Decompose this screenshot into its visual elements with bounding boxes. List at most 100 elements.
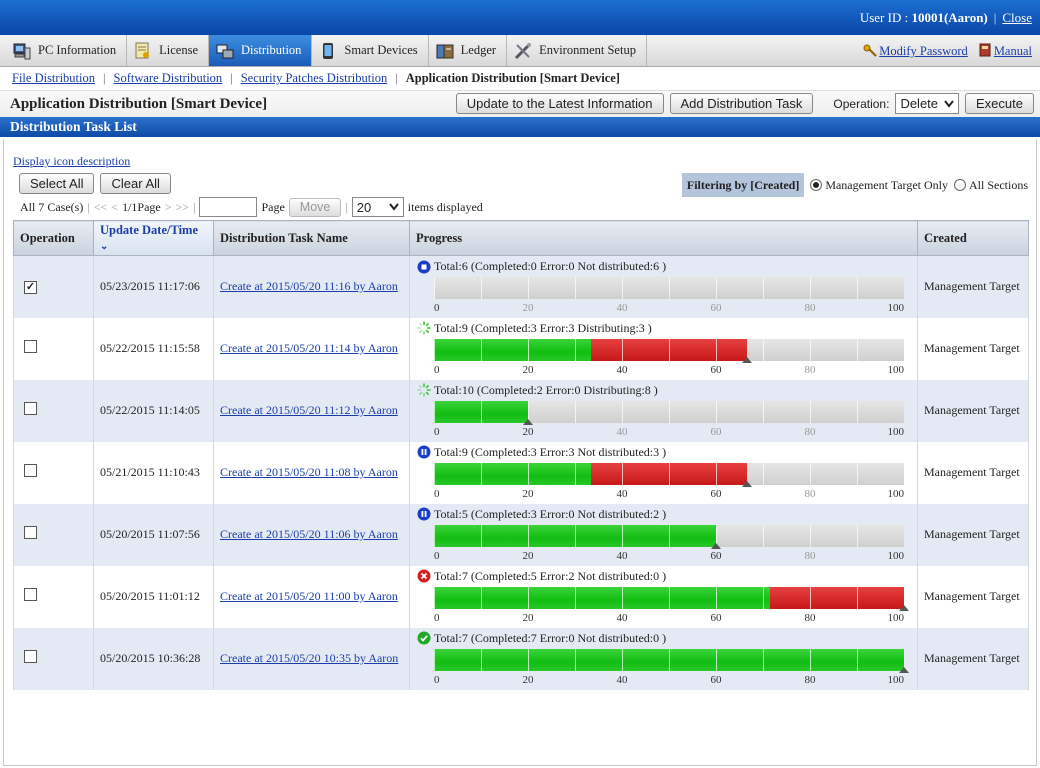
row-checkbox[interactable] xyxy=(24,526,37,539)
axis-tick-label: 60 xyxy=(710,549,722,562)
row-checkbox[interactable] xyxy=(24,340,37,353)
separator: | xyxy=(87,199,90,214)
progress-summary-text: Total:6 (Completed:0 Error:0 Not distrib… xyxy=(434,259,667,273)
col-operation: Operation xyxy=(13,220,94,256)
bar-grid-line xyxy=(716,648,717,671)
progress-summary: Total:9 (Completed:3 Error:3 Not distrib… xyxy=(417,445,666,460)
task-name-link[interactable]: Create at 2015/05/20 11:06 by Aaron xyxy=(220,527,398,541)
bar-grid-line xyxy=(575,338,576,361)
pc-icon xyxy=(12,41,32,61)
task-name-link[interactable]: Create at 2015/05/20 11:12 by Aaron xyxy=(220,403,398,417)
close-link[interactable]: Close xyxy=(1002,9,1032,25)
subnav-current: Application Distribution [Smart Device] xyxy=(405,71,620,85)
axis-tick-label: 20 xyxy=(522,425,534,438)
task-name-link[interactable]: Create at 2015/05/20 11:08 by Aaron xyxy=(220,465,398,479)
user-id-label: User ID : 10001(Aaron) xyxy=(859,9,988,25)
axis-tick-label: 100 xyxy=(887,425,905,438)
prev-page-link[interactable]: < xyxy=(111,199,119,214)
first-page-link[interactable]: << xyxy=(93,199,108,214)
axis-tick-label: 20 xyxy=(522,673,534,686)
axis-tick-label: 40 xyxy=(616,673,628,686)
tab-distribution[interactable]: Distribution xyxy=(209,35,313,66)
table-row: 05/22/2015 11:14:05 Create at 2015/05/20… xyxy=(13,379,1029,442)
table-row: 05/20/2015 11:01:12 Create at 2015/05/20… xyxy=(13,565,1029,628)
progress-error-segment xyxy=(590,338,747,361)
paused-status-icon xyxy=(417,445,431,459)
items-per-page-select[interactable]: 20 xyxy=(351,197,404,217)
subnav-security-patches-distribution[interactable]: Security Patches Distribution xyxy=(240,71,388,85)
cell-task-name: Create at 2015/05/20 11:14 by Aaron xyxy=(213,317,410,380)
subnav-software-distribution[interactable]: Software Distribution xyxy=(113,71,223,85)
task-name-link[interactable]: Create at 2015/05/20 11:14 by Aaron xyxy=(220,341,398,355)
progress-bar xyxy=(434,338,904,363)
add-distribution-task-button[interactable]: Add Distribution Task xyxy=(669,93,814,114)
axis-tick-label: 40 xyxy=(616,425,628,438)
icon-description-link[interactable]: Display icon description xyxy=(13,154,131,168)
cell-date: 05/22/2015 11:14:05 xyxy=(93,379,214,442)
bar-grid-line xyxy=(669,462,670,485)
row-checkbox[interactable] xyxy=(24,281,37,295)
cell-operation xyxy=(13,565,94,628)
row-checkbox[interactable] xyxy=(24,464,37,477)
update-latest-button[interactable]: Update to the Latest Information xyxy=(455,93,664,114)
tab-license[interactable]: License xyxy=(127,35,209,66)
axis-tick-label: 40 xyxy=(616,549,628,562)
modify-password-link[interactable]: Modify Password xyxy=(879,44,968,58)
task-list-panel: Display icon description Select All Clea… xyxy=(3,139,1037,766)
filter-management-target-only[interactable]: Management Target Only xyxy=(810,178,948,193)
stopped-status-icon xyxy=(417,260,431,274)
radio-selected-icon xyxy=(810,179,823,191)
license-icon xyxy=(133,41,153,61)
bar-grid-line xyxy=(528,400,529,423)
bar-grid-line xyxy=(622,277,623,299)
progress-summary-text: Total:9 (Completed:3 Error:3 Distributin… xyxy=(434,320,652,335)
tab-environment-setup[interactable]: Environment Setup xyxy=(507,35,647,66)
bar-grid-line xyxy=(763,586,764,609)
page-number-input[interactable] xyxy=(199,197,258,217)
col-update-date[interactable]: Update Date/Time ⌄ xyxy=(93,220,214,256)
task-name-link[interactable]: Create at 2015/05/20 10:35 by Aaron xyxy=(220,651,399,665)
cell-created: Management Target xyxy=(917,317,1029,380)
move-button[interactable]: Move xyxy=(288,197,342,217)
axis-tick-label: 0 xyxy=(434,363,440,376)
tab-pc-information[interactable]: PC Information xyxy=(6,35,128,66)
execute-button[interactable]: Execute xyxy=(965,93,1034,114)
bar-grid-line xyxy=(622,648,623,671)
bar-grid-line xyxy=(669,277,670,299)
cell-task-name: Create at 2015/05/20 11:00 by Aaron xyxy=(213,565,410,628)
progress-summary: Total:6 (Completed:0 Error:0 Not distrib… xyxy=(417,259,666,274)
bar-grid-line xyxy=(763,400,764,423)
bar-grid-line xyxy=(857,338,858,361)
bar-grid-line xyxy=(669,524,670,547)
filter-label: Filtering by [Created] xyxy=(681,173,805,197)
separator: | xyxy=(345,199,348,214)
manual-link[interactable]: Manual xyxy=(993,44,1032,58)
progress-marker xyxy=(899,666,909,673)
subnav-file-distribution[interactable]: File Distribution xyxy=(12,71,95,85)
select-all-button[interactable]: Select All xyxy=(19,173,95,194)
axis-tick-label: 40 xyxy=(616,611,628,624)
next-page-link[interactable]: > xyxy=(164,199,172,214)
chevron-down-icon xyxy=(389,203,399,211)
bar-grid-line xyxy=(622,524,623,547)
tab-ledger[interactable]: Ledger xyxy=(429,35,508,66)
progress-axis: 0 20 40 60 80 100 xyxy=(434,426,904,438)
last-page-link[interactable]: >> xyxy=(175,199,190,214)
operation-select[interactable]: Delete xyxy=(895,93,960,114)
progress-summary: Total:7 (Completed:5 Error:2 Not distrib… xyxy=(417,569,666,584)
bar-grid-line xyxy=(622,400,623,423)
progress-marker xyxy=(711,542,721,549)
clear-all-button[interactable]: Clear All xyxy=(100,173,171,194)
filter-all-sections[interactable]: All Sections xyxy=(954,178,1028,193)
row-checkbox[interactable] xyxy=(24,650,37,663)
task-name-link[interactable]: Create at 2015/05/20 11:16 by Aaron xyxy=(220,279,398,294)
bar-grid-line xyxy=(810,648,811,671)
cell-task-name: Create at 2015/05/20 11:12 by Aaron xyxy=(213,379,410,442)
bar-grid-line xyxy=(575,648,576,671)
tab-smart-devices[interactable]: Smart Devices xyxy=(312,35,429,66)
sub-navigation: File Distribution | Software Distributio… xyxy=(0,67,1040,91)
row-checkbox[interactable] xyxy=(24,402,37,415)
task-name-link[interactable]: Create at 2015/05/20 11:00 by Aaron xyxy=(220,589,398,603)
axis-tick-label: 20 xyxy=(522,611,534,624)
row-checkbox[interactable] xyxy=(24,588,37,601)
